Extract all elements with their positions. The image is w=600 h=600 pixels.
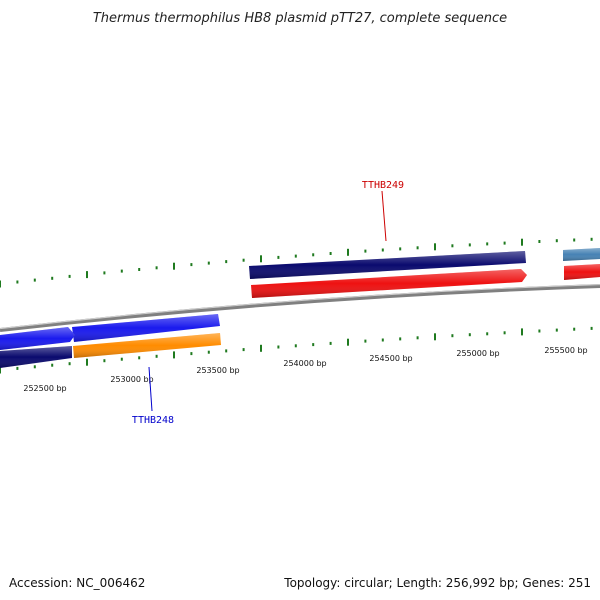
upper-tick-row — [0, 237, 593, 288]
tick-label: 254000 bp — [283, 359, 326, 368]
tick-label: 255500 bp — [544, 346, 587, 355]
lower-tick-row — [0, 326, 593, 374]
gene-label-leader-top — [381, 190, 387, 242]
tick-label: 254500 bp — [369, 354, 412, 363]
accession-text: Accession: NC_006462 — [9, 576, 146, 590]
tick-label: 253500 bp — [196, 366, 239, 375]
sequence-backbone — [0, 284, 600, 332]
tick-label: 255000 bp — [456, 349, 499, 358]
gene-label-leader-bottom — [148, 366, 153, 412]
tick-label: 252500 bp — [23, 384, 66, 393]
tick-labels: 252500 bp 253000 bp 253500 bp 254000 bp … — [23, 346, 587, 393]
topology-summary: Topology: circular; Length: 256,992 bp; … — [284, 576, 591, 590]
gene-label-tthb249[interactable]: TTHB249 — [362, 180, 404, 191]
map-title: Thermus thermophilus HB8 plasmid pTT27, … — [93, 11, 507, 26]
tick-label: 253000 bp — [110, 375, 153, 384]
gene-label-tthb248[interactable]: TTHB248 — [132, 415, 174, 426]
sequence-backbone-highlight — [0, 284, 600, 330]
feature-sheen — [0, 248, 600, 368]
